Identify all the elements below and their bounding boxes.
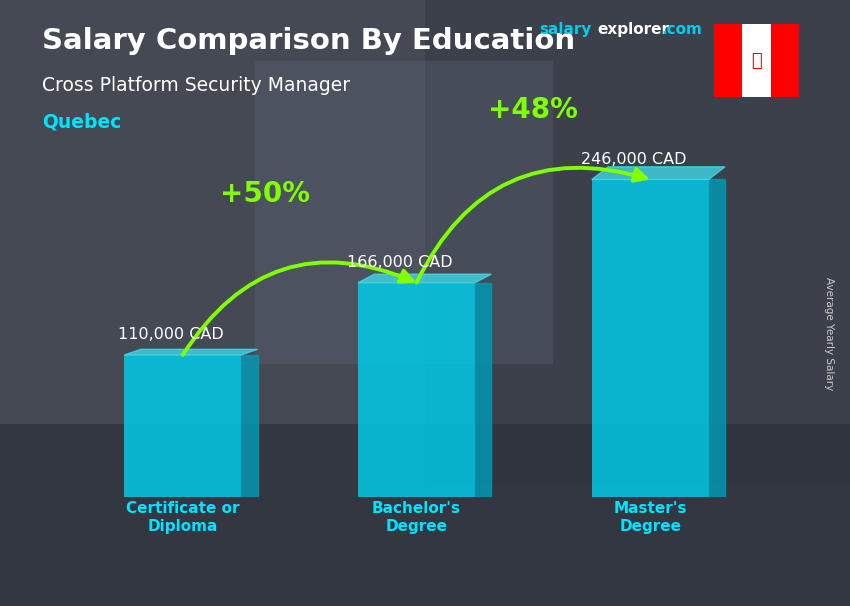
Text: +48%: +48% (489, 96, 578, 124)
Polygon shape (709, 179, 725, 497)
Text: Bachelor's
Degree: Bachelor's Degree (372, 501, 461, 533)
Bar (742, 24, 771, 97)
Polygon shape (592, 167, 725, 179)
Text: Quebec: Quebec (42, 112, 122, 131)
Text: Certificate or
Diploma: Certificate or Diploma (126, 501, 240, 533)
Bar (425, 0, 850, 485)
Bar (592, 179, 709, 497)
Text: 246,000 CAD: 246,000 CAD (581, 152, 687, 167)
Polygon shape (475, 283, 491, 497)
Bar (0, 0, 425, 424)
Text: Cross Platform Security Manager: Cross Platform Security Manager (42, 76, 350, 95)
Text: +50%: +50% (219, 180, 309, 208)
Polygon shape (358, 274, 491, 283)
Bar (0, 424, 850, 606)
Text: explorer: explorer (598, 22, 670, 38)
Text: .com: .com (661, 22, 702, 38)
Text: Salary Comparison By Education: Salary Comparison By Education (42, 27, 575, 55)
Bar (124, 355, 241, 497)
Polygon shape (241, 355, 258, 497)
Text: 110,000 CAD: 110,000 CAD (118, 327, 224, 342)
Bar (255, 61, 552, 364)
Bar (771, 24, 799, 97)
Bar (714, 24, 742, 97)
Text: 166,000 CAD: 166,000 CAD (348, 255, 453, 270)
Polygon shape (124, 349, 258, 355)
Bar (358, 283, 475, 497)
Text: Master's
Degree: Master's Degree (614, 501, 687, 533)
Text: 🍁: 🍁 (751, 52, 762, 70)
Text: Average Yearly Salary: Average Yearly Salary (824, 277, 834, 390)
Text: salary: salary (540, 22, 592, 38)
